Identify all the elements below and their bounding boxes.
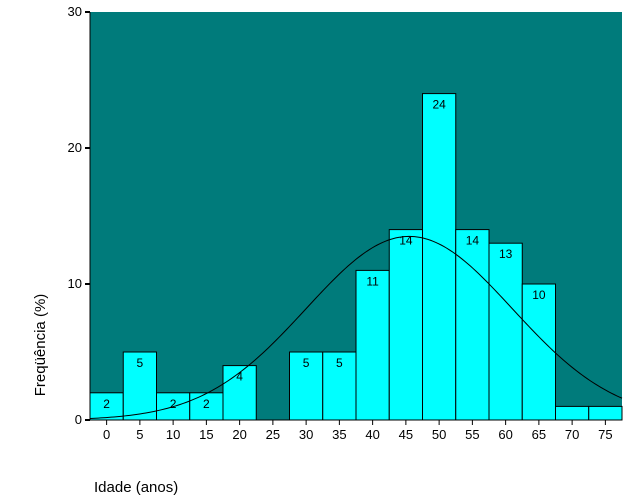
bar-60 xyxy=(488,242,523,421)
bar-value-label: 14 xyxy=(399,234,413,248)
bar-value-label: 2 xyxy=(170,397,177,411)
bar-70 xyxy=(555,405,590,421)
bar-value-label: 5 xyxy=(137,356,144,370)
bar-35 xyxy=(322,351,357,421)
x-tick-label: 10 xyxy=(166,427,180,442)
x-tick-label: 20 xyxy=(232,427,246,442)
bar-value-label: 2 xyxy=(103,397,110,411)
x-axis-title: Idade (anos) xyxy=(94,479,178,496)
bar-value-label: 2 xyxy=(203,397,210,411)
x-tick-label: 45 xyxy=(399,427,413,442)
x-tick-label: 50 xyxy=(432,427,446,442)
bar-75 xyxy=(588,405,623,421)
x-tick-label: 55 xyxy=(465,427,479,442)
bar-value-label: 11 xyxy=(366,274,379,288)
bar-value-label: 14 xyxy=(466,234,480,248)
x-tick-label: 25 xyxy=(266,427,280,442)
bar-20 xyxy=(222,365,257,421)
x-tick-label: 15 xyxy=(199,427,213,442)
y-tick-label: 30 xyxy=(68,4,82,19)
bar-value-label: 4 xyxy=(236,370,243,384)
bar-value-label: 5 xyxy=(303,356,310,370)
bar-55 xyxy=(455,229,490,421)
bar-0 xyxy=(89,392,124,421)
bar-65 xyxy=(521,283,556,421)
x-tick-label: 35 xyxy=(332,427,346,442)
y-tick-label: 0 xyxy=(75,412,82,427)
x-tick-label: 5 xyxy=(136,427,143,442)
y-tick-label: 10 xyxy=(68,276,82,291)
bar-value-label: 13 xyxy=(499,247,513,261)
x-tick-label: 65 xyxy=(532,427,546,442)
bar-value-label: 10 xyxy=(532,288,546,302)
normal-curve xyxy=(89,235,623,419)
x-tick-label: 0 xyxy=(103,427,110,442)
bar-value-label: 24 xyxy=(432,98,446,112)
x-tick-label: 75 xyxy=(598,427,612,442)
bar-40 xyxy=(355,269,390,421)
bar-value-label: 5 xyxy=(336,356,343,370)
x-tick-label: 60 xyxy=(498,427,512,442)
bar-45 xyxy=(388,229,423,421)
x-tick-label: 30 xyxy=(299,427,313,442)
x-tick-label: 40 xyxy=(365,427,379,442)
bar-50 xyxy=(422,93,457,421)
bar-5 xyxy=(122,351,157,421)
y-axis-title: Freqüência (%) xyxy=(32,294,49,397)
x-tick-label: 70 xyxy=(565,427,579,442)
y-tick-label: 20 xyxy=(68,140,82,155)
